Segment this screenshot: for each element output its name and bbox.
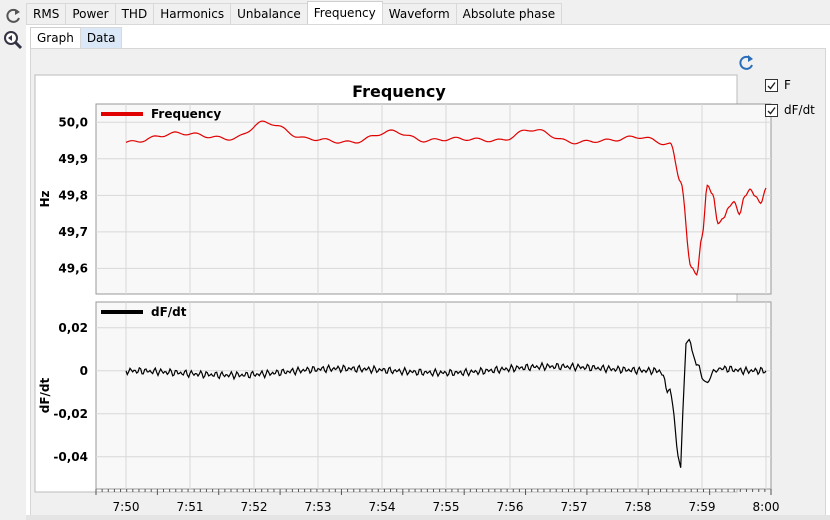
series-line-dfdt bbox=[125, 338, 767, 468]
y-tick-label: 49,7 bbox=[58, 225, 88, 239]
tab-thd[interactable]: THD bbox=[114, 3, 155, 24]
y-axis-label: Hz bbox=[38, 190, 52, 207]
zoom-back-icon[interactable] bbox=[3, 30, 23, 50]
chart-refresh-icon[interactable] bbox=[737, 53, 757, 73]
y-tick-label: 49,6 bbox=[58, 261, 88, 275]
x-tick-label: 7:53 bbox=[305, 500, 332, 514]
x-tick-label: 7:51 bbox=[177, 500, 204, 514]
legend-label: dF/dt bbox=[151, 305, 187, 319]
tab-power[interactable]: Power bbox=[65, 3, 116, 24]
tab-absolute-phase[interactable]: Absolute phase bbox=[455, 3, 563, 24]
tab-frequency[interactable]: Frequency bbox=[306, 1, 383, 24]
x-tick-label: 7:55 bbox=[433, 500, 460, 514]
y-tick-label: 0 bbox=[80, 364, 88, 378]
chart-title: Frequency bbox=[352, 82, 446, 101]
x-tick-label: 7:54 bbox=[369, 500, 396, 514]
subtab-graph[interactable]: Graph bbox=[30, 27, 81, 48]
frequency-chart: Frequency 7:50 7:51 7:52 7:53 7:54 7:55 7:56 7:5… bbox=[34, 74, 780, 514]
x-tick-label: 7:59 bbox=[689, 500, 716, 514]
legend-label: Frequency bbox=[151, 107, 221, 121]
x-tick-label: 7:50 bbox=[113, 500, 140, 514]
y-tick-label: -0,02 bbox=[53, 407, 88, 421]
checkbox-row-df-dt[interactable]: dF/dt bbox=[765, 103, 815, 117]
left-toolbar bbox=[0, 0, 26, 520]
tab-unbalance[interactable]: Unbalance bbox=[230, 3, 308, 24]
main-tab-bar: RMS Power THD Harmonics Unbalance Frequency Wa… bbox=[26, 1, 563, 25]
y-tick-label: 49,8 bbox=[58, 188, 88, 202]
status-strip bbox=[26, 515, 830, 520]
x-tick-label: 7:57 bbox=[561, 500, 588, 514]
x-tick-label: 7:56 bbox=[497, 500, 524, 514]
checkbox[interactable] bbox=[765, 103, 778, 117]
refresh-icon[interactable] bbox=[3, 6, 23, 26]
tab-waveform[interactable]: Waveform bbox=[381, 3, 457, 24]
tab-harmonics[interactable]: Harmonics bbox=[153, 3, 232, 24]
checkbox-label: F bbox=[784, 78, 791, 92]
y-tick-label: -0,04 bbox=[53, 450, 88, 464]
check-icon bbox=[767, 106, 776, 115]
x-tick-label: 7:52 bbox=[241, 500, 268, 514]
plot-area-frequency bbox=[95, 103, 772, 295]
checkbox-row-f[interactable]: F bbox=[765, 78, 791, 92]
check-icon bbox=[767, 81, 776, 90]
checkbox-label: dF/dt bbox=[784, 103, 815, 117]
series-line-frequency bbox=[125, 120, 767, 276]
plot-area-dfdt bbox=[95, 301, 772, 490]
x-tick-label: 7:58 bbox=[625, 500, 652, 514]
graph-area: Frequency 7:50 7:51 7:52 7:53 7:54 7:55 7:56 7:5… bbox=[30, 48, 826, 517]
subtab-data[interactable]: Data bbox=[79, 27, 123, 48]
sub-tab-bar: Graph Data bbox=[30, 27, 123, 48]
y-tick-label: 50,0 bbox=[58, 115, 88, 129]
x-tick-label: 8:00 bbox=[753, 500, 780, 514]
content-panel: Graph Data Frequency 7:50 7:51 7:52 7:53 7:54 7… bbox=[26, 24, 830, 517]
y-tick-label: 49,9 bbox=[58, 152, 88, 166]
checkbox[interactable] bbox=[765, 78, 778, 92]
y-tick-label: 0,02 bbox=[58, 321, 88, 335]
tab-rms[interactable]: RMS bbox=[26, 3, 67, 24]
y-axis-label: dF/dt bbox=[38, 377, 52, 413]
